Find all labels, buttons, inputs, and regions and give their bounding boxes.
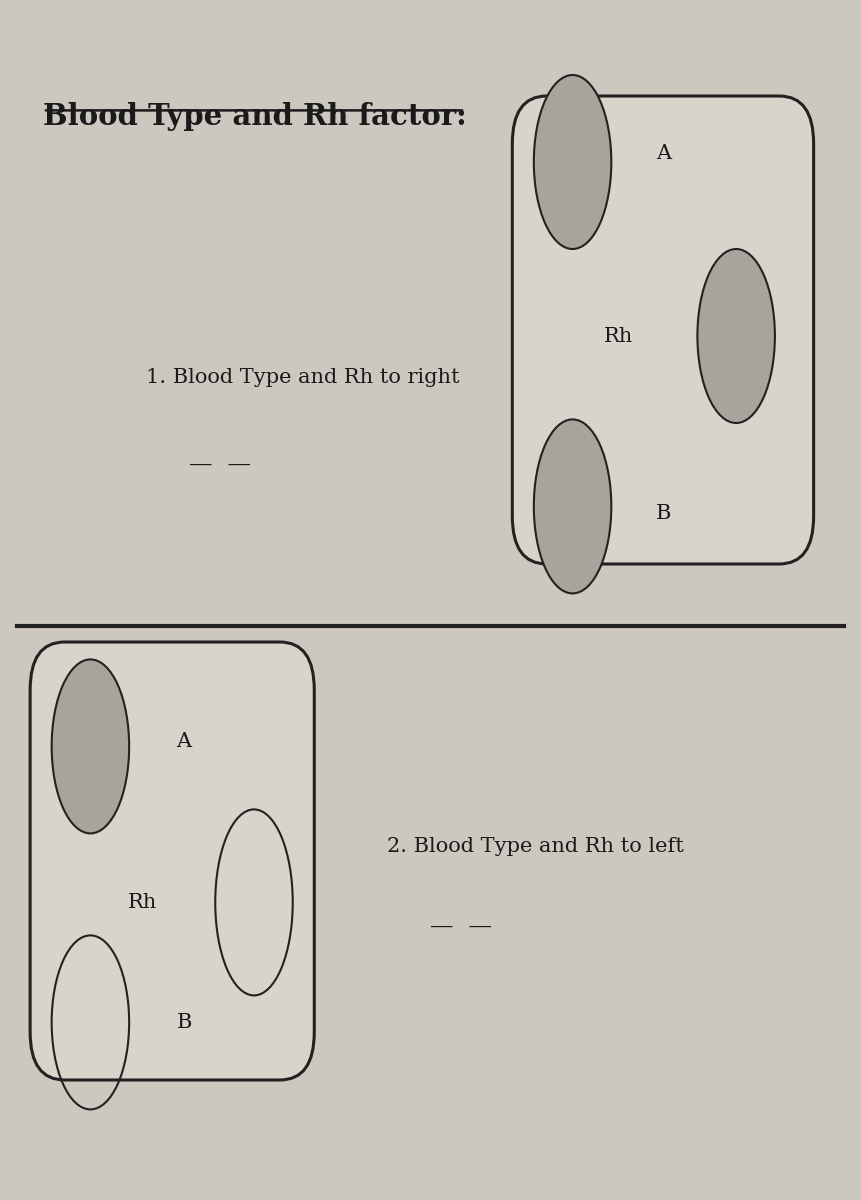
- Text: 1. Blood Type and Rh to right: 1. Blood Type and Rh to right: [146, 368, 460, 388]
- Ellipse shape: [534, 420, 611, 594]
- Text: Rh: Rh: [128, 893, 158, 912]
- Text: Blood Type and Rh factor:: Blood Type and Rh factor:: [43, 102, 467, 131]
- FancyBboxPatch shape: [30, 642, 314, 1080]
- Text: Rh: Rh: [604, 326, 633, 346]
- Text: 2. Blood Type and Rh to left: 2. Blood Type and Rh to left: [387, 836, 684, 856]
- Ellipse shape: [534, 74, 611, 248]
- Text: B: B: [177, 1013, 192, 1032]
- Text: A: A: [656, 144, 672, 163]
- Text: A: A: [177, 732, 192, 751]
- Text: B: B: [656, 504, 672, 523]
- Ellipse shape: [697, 248, 775, 422]
- Text: —  —: — —: [430, 914, 492, 938]
- Ellipse shape: [52, 659, 129, 833]
- Text: —  —: — —: [189, 452, 251, 476]
- FancyBboxPatch shape: [512, 96, 814, 564]
